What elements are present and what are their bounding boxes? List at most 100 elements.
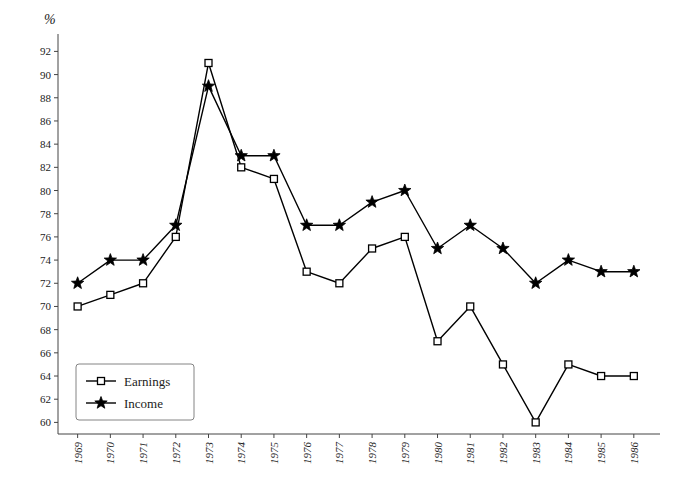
x-tick-label: 1979 xyxy=(399,442,411,465)
y-tick-label: 68 xyxy=(40,324,52,336)
series-line xyxy=(78,86,634,283)
y-tick xyxy=(54,144,58,145)
x-tick xyxy=(437,434,438,438)
y-tick xyxy=(54,51,58,52)
x-axis-line xyxy=(58,434,660,435)
data-point xyxy=(303,268,310,275)
y-tick-label: 78 xyxy=(40,208,52,220)
y-tick xyxy=(54,283,58,284)
x-tick-label: 1977 xyxy=(333,442,345,465)
x-tick-label: 1976 xyxy=(301,442,313,465)
y-axis-label: % xyxy=(44,12,56,27)
x-tick xyxy=(175,434,176,438)
y-tick-label: 82 xyxy=(40,161,51,173)
data-point xyxy=(74,303,81,310)
data-point xyxy=(300,219,312,231)
data-point xyxy=(630,373,637,380)
legend-label: Income xyxy=(124,396,163,411)
data-point xyxy=(464,219,476,231)
legend-label: Earnings xyxy=(124,374,170,389)
data-point xyxy=(104,254,116,266)
y-tick-label: 64 xyxy=(40,370,52,382)
x-tick-label: 1974 xyxy=(235,442,247,465)
y-tick xyxy=(54,213,58,214)
x-tick xyxy=(404,434,405,438)
y-tick-label: 92 xyxy=(40,45,51,57)
x-tick xyxy=(601,434,602,438)
y-tick xyxy=(54,236,58,237)
data-point xyxy=(333,219,345,231)
y-tick xyxy=(54,352,58,353)
x-tick-label: 1986 xyxy=(628,442,640,465)
data-point xyxy=(170,219,182,231)
data-point xyxy=(202,80,214,92)
y-tick xyxy=(54,422,58,423)
y-tick-label: 66 xyxy=(40,347,52,359)
y-tick xyxy=(54,260,58,261)
y-tick xyxy=(54,167,58,168)
x-tick xyxy=(306,434,307,438)
x-tick xyxy=(535,434,536,438)
x-tick xyxy=(502,434,503,438)
data-point xyxy=(532,419,539,426)
legend-marker xyxy=(95,397,107,409)
data-point xyxy=(598,373,605,380)
x-tick xyxy=(339,434,340,438)
data-point xyxy=(205,59,212,66)
data-point xyxy=(270,175,277,182)
x-tick-label: 1980 xyxy=(432,442,444,465)
legend-box xyxy=(76,364,194,420)
x-tick-label: 1972 xyxy=(170,442,182,465)
data-point xyxy=(628,265,640,277)
x-tick xyxy=(470,434,471,438)
x-tick xyxy=(110,434,111,438)
x-tick-label: 1973 xyxy=(203,442,215,465)
y-tick-label: 72 xyxy=(40,277,51,289)
data-point xyxy=(137,254,149,266)
data-point xyxy=(71,277,83,289)
y-tick-label: 88 xyxy=(40,92,52,104)
data-point xyxy=(499,361,506,368)
data-point xyxy=(336,280,343,287)
y-tick xyxy=(54,74,58,75)
y-tick-label: 74 xyxy=(40,254,52,266)
x-tick xyxy=(568,434,569,438)
x-tick-label: 1983 xyxy=(530,442,542,465)
y-tick xyxy=(54,329,58,330)
data-point xyxy=(431,242,443,254)
x-tick xyxy=(273,434,274,438)
y-tick xyxy=(54,376,58,377)
data-point xyxy=(238,164,245,171)
data-point xyxy=(172,233,179,240)
x-tick-label: 1975 xyxy=(268,442,280,465)
data-point xyxy=(562,254,574,266)
y-tick-label: 62 xyxy=(40,393,51,405)
x-tick-label: 1981 xyxy=(464,442,476,464)
y-tick xyxy=(54,120,58,121)
legend: Earnings Income xyxy=(76,364,194,420)
x-tick xyxy=(372,434,373,438)
plot-area xyxy=(71,59,640,425)
data-point xyxy=(235,149,247,161)
x-tick-label: 1985 xyxy=(595,442,607,465)
y-tick-label: 80 xyxy=(40,185,52,197)
legend-marker xyxy=(98,378,105,385)
x-tick-label: 1982 xyxy=(497,442,509,465)
data-point xyxy=(399,184,411,196)
data-point xyxy=(140,280,147,287)
data-point xyxy=(434,338,441,345)
data-point xyxy=(497,242,509,254)
data-point xyxy=(268,149,280,161)
y-tick-label: 60 xyxy=(40,416,52,428)
y-axis-line xyxy=(58,34,59,434)
y-tick xyxy=(54,306,58,307)
y-tick xyxy=(54,97,58,98)
x-tick xyxy=(77,434,78,438)
x-tick xyxy=(208,434,209,438)
x-tick-label: 1971 xyxy=(137,442,149,464)
data-point xyxy=(565,361,572,368)
x-tick xyxy=(143,434,144,438)
y-tick xyxy=(54,190,58,191)
data-point xyxy=(401,233,408,240)
x-tick-label: 1978 xyxy=(366,442,378,465)
